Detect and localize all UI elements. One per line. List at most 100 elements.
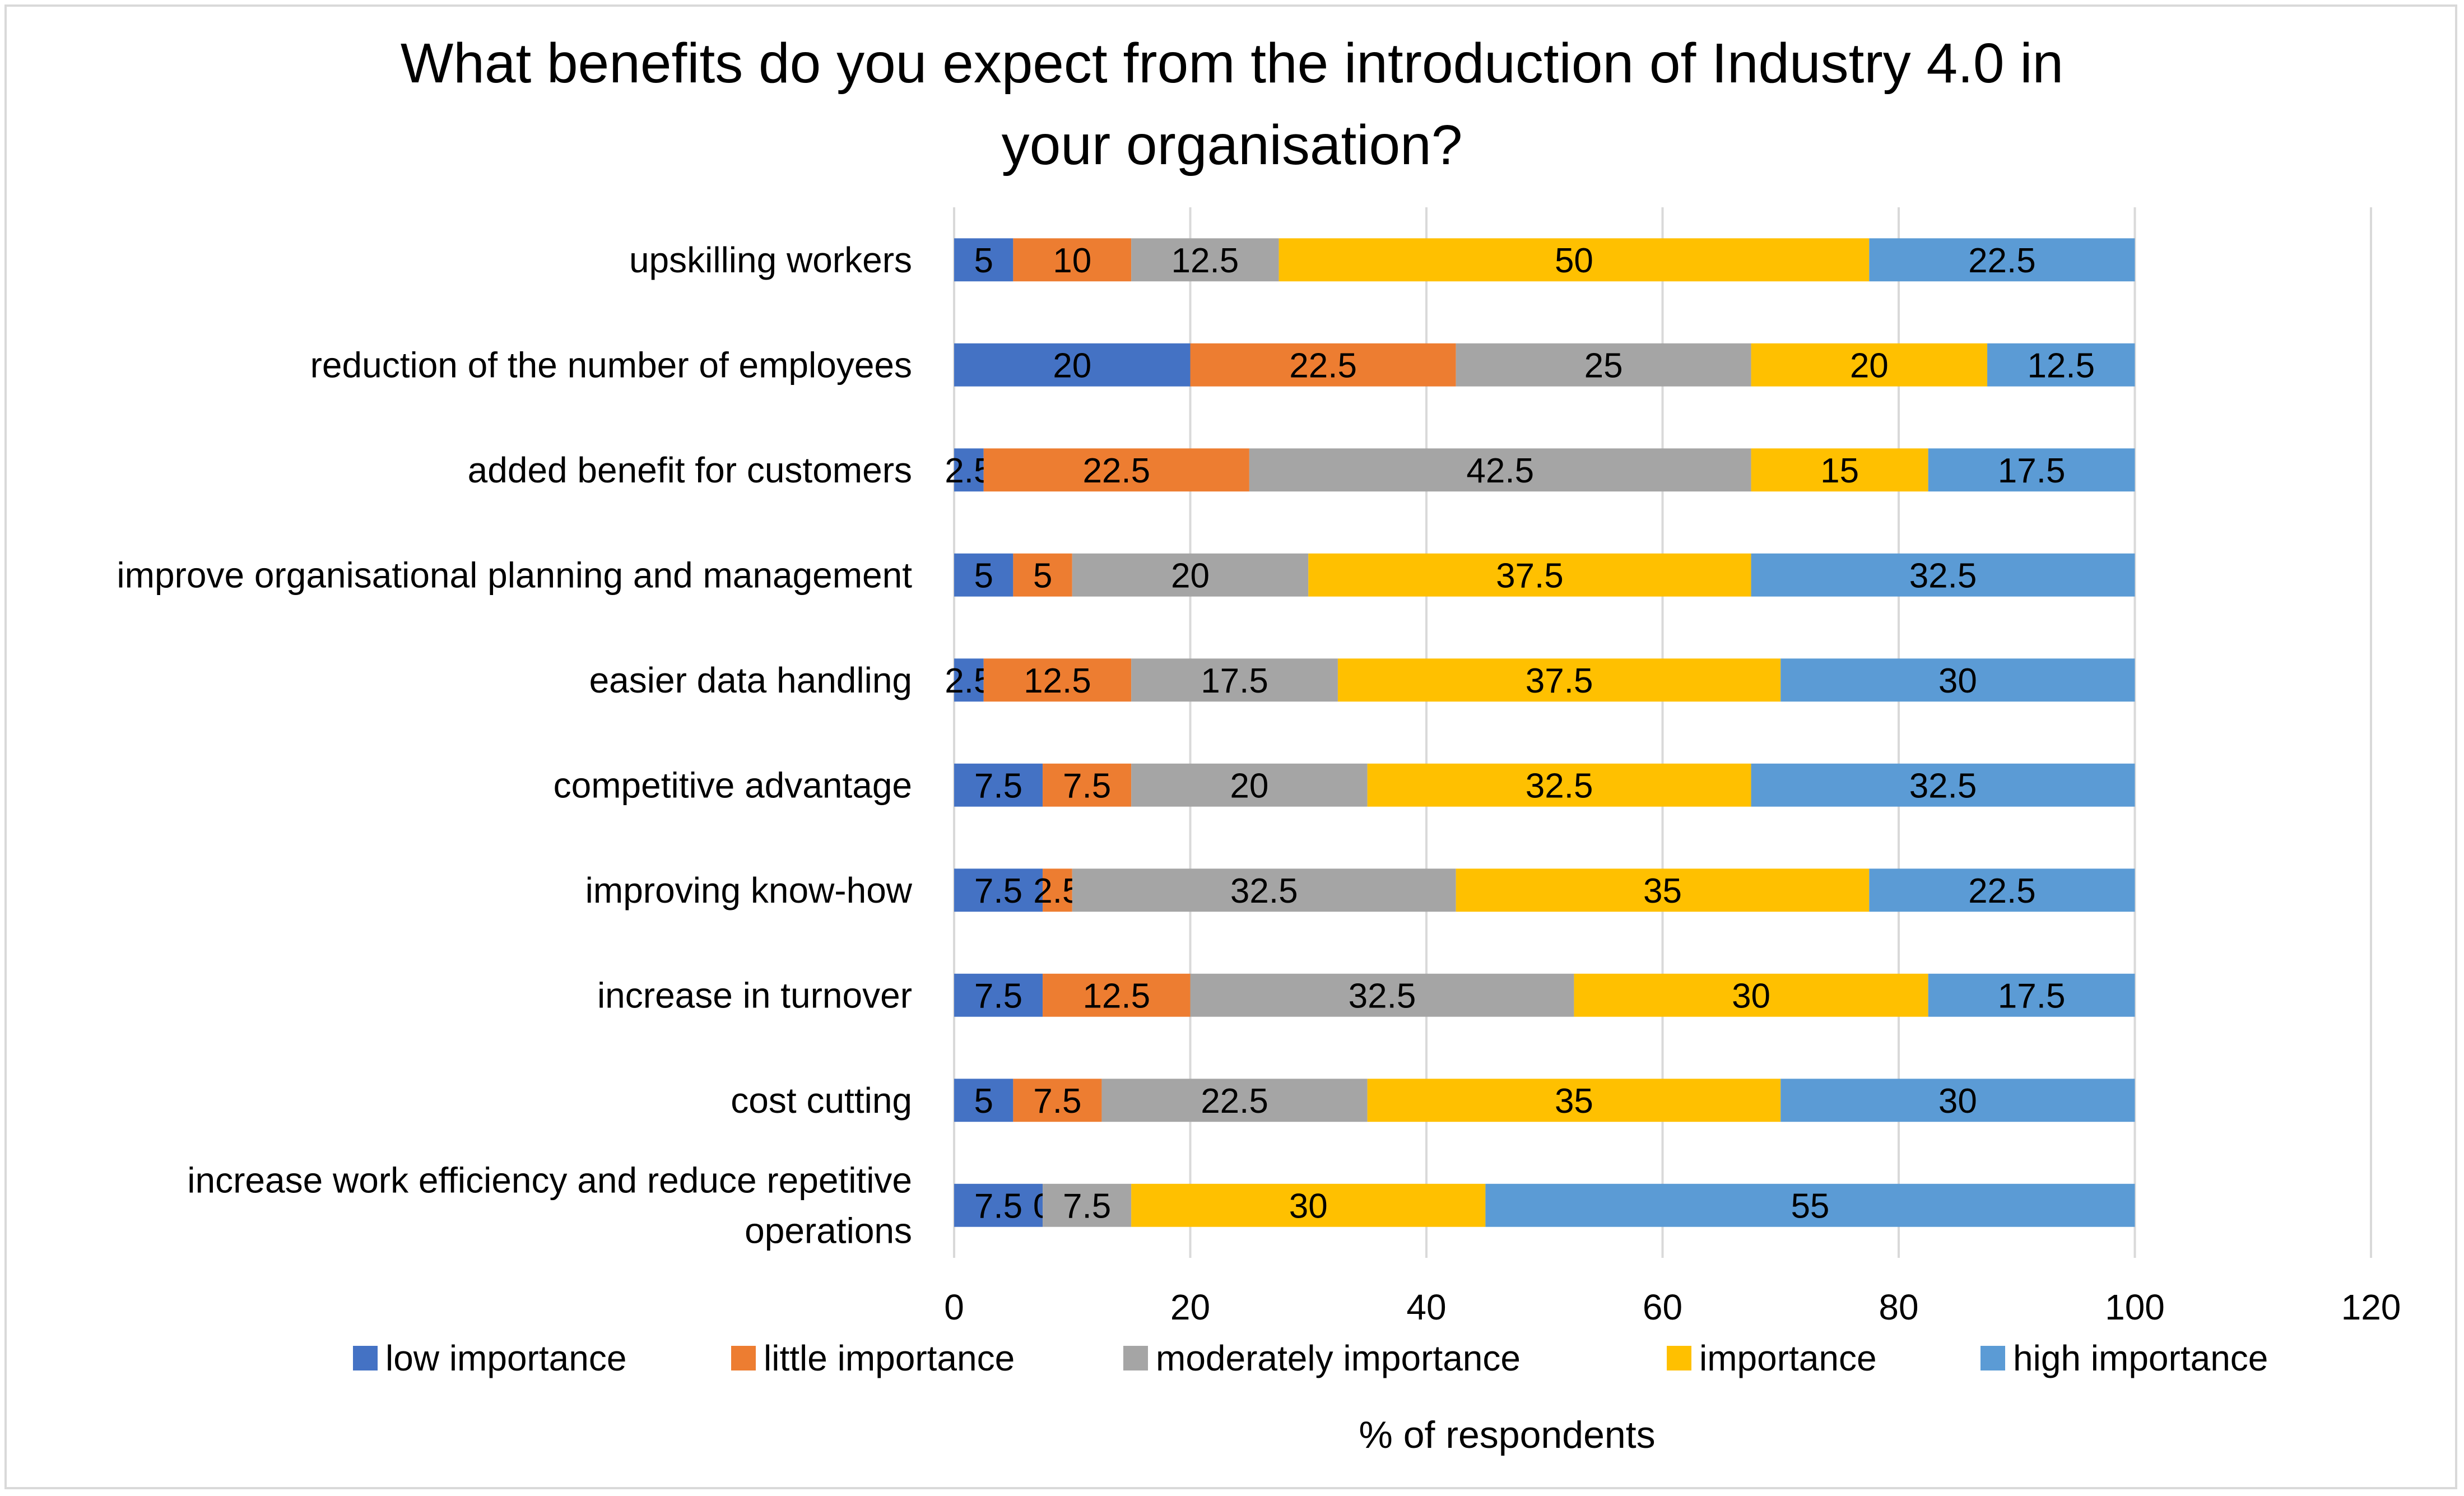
x-tick-label: 40 — [1406, 1287, 1446, 1327]
data-label: 30 — [1732, 977, 1770, 1015]
category-label: reduction of the number of employees — [310, 345, 912, 385]
data-label: 17.5 — [1998, 977, 2066, 1015]
bar-segment — [1780, 1079, 2135, 1122]
data-label: 7.5 — [974, 1187, 1022, 1225]
data-label: 32.5 — [1349, 977, 1416, 1015]
data-label: 12.5 — [1082, 977, 1150, 1015]
legend-item-label: high importance — [2013, 1338, 2268, 1378]
bar-segment — [1751, 763, 2135, 807]
x-tick-label: 20 — [1170, 1287, 1210, 1327]
bar-segment — [954, 238, 1014, 282]
data-label: 7.5 — [1063, 766, 1111, 805]
data-label: 7.5 — [974, 766, 1022, 805]
data-label: 37.5 — [1526, 662, 1593, 700]
bar-segment — [1987, 343, 2135, 387]
legend-item-label: little importance — [764, 1338, 1015, 1378]
legend-swatch — [731, 1346, 756, 1370]
bar-segment — [1456, 343, 1751, 387]
bar-segment — [954, 973, 1043, 1017]
bar-segment — [1869, 868, 2135, 912]
data-label: 12.5 — [1171, 241, 1239, 280]
data-label: 5 — [974, 556, 993, 595]
bar-segment — [1928, 973, 2135, 1017]
bar-segment — [1131, 658, 1338, 702]
bar-segment — [1928, 448, 2135, 492]
x-tick-label: 0 — [944, 1287, 964, 1327]
bar-segment — [1043, 868, 1072, 912]
data-label: 22.5 — [1289, 346, 1357, 385]
data-label: 22.5 — [1968, 241, 2036, 280]
bar-segment — [1337, 658, 1781, 702]
data-label: 17.5 — [1201, 662, 1268, 700]
chart-title-line-1: What benefits do you expect from the int… — [400, 32, 2064, 95]
data-label: 7.5 — [974, 872, 1022, 910]
data-label: 7.5 — [1033, 1082, 1081, 1121]
data-label: 17.5 — [1998, 452, 2066, 490]
category-label: competitive advantage — [554, 765, 912, 805]
bar-segment — [954, 448, 984, 492]
category-label: improving know-how — [585, 870, 913, 910]
bar-segment — [1043, 1183, 1132, 1227]
bar-segment — [1190, 343, 1456, 387]
bar-segment — [1249, 448, 1751, 492]
data-label: 50 — [1555, 241, 1593, 280]
data-label: 7.5 — [1063, 1187, 1111, 1225]
chart-title: What benefits do you expect from the int… — [0, 22, 2464, 186]
legend-swatch — [1667, 1346, 1691, 1370]
bar-segment — [1751, 343, 1988, 387]
category-label: added benefit for customers — [468, 450, 912, 490]
data-label: 12.5 — [1024, 662, 1091, 700]
x-tick-label: 100 — [2105, 1287, 2165, 1327]
bar-segment — [1013, 1079, 1102, 1122]
category-label: improve organisational planning and mana… — [117, 555, 912, 595]
legend-item-label: importance — [1699, 1338, 1877, 1378]
bar-segment — [954, 868, 1043, 912]
bar-segment — [1367, 1079, 1781, 1122]
data-label: 42.5 — [1466, 452, 1534, 490]
data-label: 22.5 — [1201, 1082, 1268, 1121]
data-label: 5 — [1033, 556, 1052, 595]
data-label: 22.5 — [1082, 452, 1150, 490]
data-label: 20 — [1053, 346, 1091, 385]
x-axis-title: % of respondents — [1359, 1414, 1655, 1456]
bar-segment — [1013, 553, 1072, 597]
data-label: 32.5 — [1230, 872, 1298, 910]
data-label: 5 — [974, 1082, 993, 1121]
bar-segment — [1043, 973, 1191, 1017]
data-label: 20 — [1171, 556, 1210, 595]
data-label: 32.5 — [1526, 766, 1593, 805]
bar-segment — [954, 658, 984, 702]
chart-title-line-2: your organisation? — [1001, 114, 1463, 176]
data-label: 35 — [1643, 872, 1682, 910]
bar-segment — [1043, 763, 1132, 807]
bar-segment — [1485, 1183, 2135, 1227]
bar-segment — [1574, 973, 1928, 1017]
x-tick-label: 120 — [2341, 1287, 2401, 1327]
data-label: 37.5 — [1496, 556, 1564, 595]
legend-swatch — [1981, 1346, 2005, 1370]
data-label: 15 — [1820, 452, 1859, 490]
data-label: 30 — [1938, 662, 1977, 700]
bar-segment — [1190, 973, 1574, 1017]
bar-segment — [1131, 763, 1368, 807]
bar-segment — [1072, 553, 1309, 597]
category-label: operations — [745, 1210, 912, 1251]
bar-segment — [954, 1183, 1043, 1227]
data-label: 25 — [1584, 346, 1623, 385]
bar-segment — [1780, 658, 2135, 702]
data-label: 32.5 — [1909, 556, 1977, 595]
category-label: easier data handling — [589, 660, 912, 700]
bar-segment — [1013, 238, 1132, 282]
data-label: 20 — [1230, 766, 1268, 805]
data-label: 7.5 — [974, 977, 1022, 1015]
data-label: 20 — [1850, 346, 1889, 385]
legend-swatch — [353, 1346, 378, 1370]
data-label: 22.5 — [1968, 872, 2036, 910]
data-label: 5 — [974, 241, 993, 280]
bar-segment — [954, 343, 1191, 387]
data-label: 35 — [1555, 1082, 1593, 1121]
legend-swatch — [1123, 1346, 1148, 1370]
legend-item-label: moderately importance — [1156, 1338, 1521, 1378]
bar-segment — [1072, 868, 1456, 912]
